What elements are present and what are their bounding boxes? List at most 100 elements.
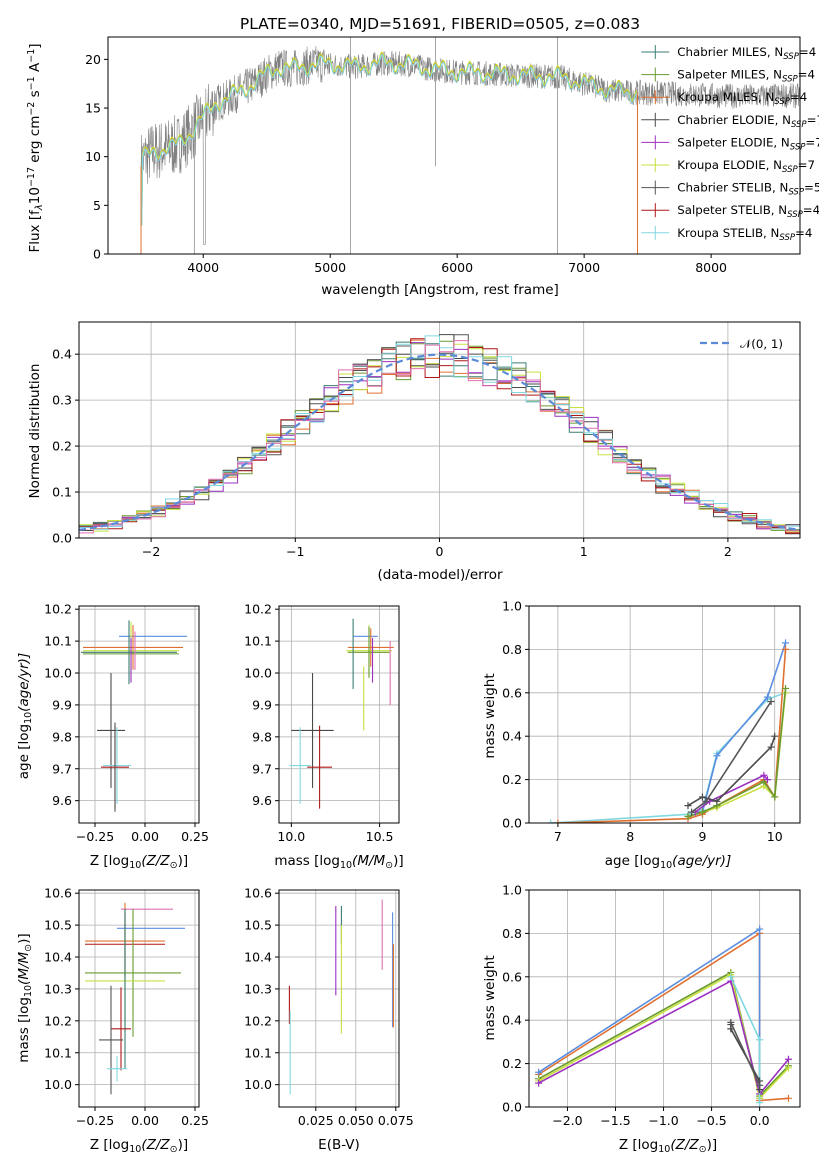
residuals-panel: (data-model)/error Normed distribution −…	[27, 321, 801, 583]
label-part: ⊙	[385, 860, 393, 871]
mass-weight-series	[730, 1022, 761, 1086]
x-tick-label: 5000	[314, 260, 346, 275]
series-marker	[756, 925, 764, 933]
legend-name: Salpeter STELIB, N	[677, 203, 787, 217]
label-part: 10	[129, 860, 141, 871]
label-part: (M/M	[352, 853, 385, 869]
spectrum-ylabel-part: ]	[27, 43, 43, 48]
series-marker	[782, 684, 790, 692]
series-marker	[535, 1079, 543, 1087]
model-spectrum	[141, 53, 638, 226]
y-tick-label: 0.4	[502, 729, 522, 744]
spectrum-ylabel: Flux [fλ10−17 erg cm−2 s−1 A−1]	[26, 43, 45, 252]
axes-frame	[528, 605, 801, 824]
x-tick-label: −1.0	[648, 1113, 678, 1128]
mass-vs-metallicity-panel: Z [log10(Z/Z⊙)] mass [log10(M/M⊙)] −0.25…	[16, 886, 209, 1155]
y-tick-label: 1.0	[502, 883, 522, 898]
y-tick-label: 0.8	[502, 926, 522, 941]
y-tick-label: 0.1	[52, 485, 72, 500]
spectrum-ylabel-part: 10	[27, 187, 43, 204]
y-tick-label: 5	[93, 198, 101, 213]
mass-vs-ebv-panel: E(B-V) 0.025 0.050 0.075 10.0 10.1 10.2 10.3 10…	[244, 886, 414, 1153]
residuals-ylabel: Normed distribution	[27, 364, 43, 499]
y-tick-label: 0.3	[52, 393, 72, 408]
series-marker	[688, 808, 696, 816]
model-spectrum	[141, 51, 638, 226]
legend-name: Chabrier STELIB, N	[677, 181, 788, 195]
series-marker	[784, 1055, 792, 1063]
label-part: (age/yr)]	[16, 653, 32, 712]
residual-histogram	[79, 340, 800, 534]
legend-tail: =5	[804, 181, 819, 195]
plot-area	[140, 37, 800, 254]
label-part: mass [log	[16, 997, 32, 1063]
series-marker	[760, 778, 768, 786]
y-tick-label: 10.2	[44, 602, 72, 617]
series-marker	[782, 645, 790, 653]
label-part: age [log	[16, 724, 32, 779]
mass-ebv-xlabel: E(B-V)	[318, 1137, 360, 1153]
label-part: )]	[178, 1137, 189, 1153]
plot-area	[279, 606, 399, 823]
y-tick-label: 0.8	[502, 642, 522, 657]
label-part: Z [log	[90, 853, 129, 869]
y-tick-label: 0	[93, 247, 101, 262]
series-marker	[713, 752, 721, 760]
legend-sub: SSP	[791, 120, 807, 130]
series-marker	[756, 1036, 764, 1044]
label-part: (age/yr)]	[672, 853, 731, 869]
y-tick-label: 1.0	[502, 599, 522, 614]
x-tick-label: 4000	[187, 260, 219, 275]
label-part: 10	[658, 1144, 670, 1155]
mass-weight-vs-age-panel: age [log10(age/yr)] mass weight 7 8 9 100.0…	[482, 599, 801, 871]
legend-entry: Kroupa ELODIE, NSSP=7	[677, 158, 815, 175]
y-tick-label: 10.1	[244, 1045, 272, 1060]
mass-weight-series	[691, 701, 772, 813]
y-tick-label: 10	[85, 149, 101, 164]
y-tick-label: 0.4	[52, 347, 72, 362]
legend-name: Kroupa ELODIE, N	[677, 158, 782, 172]
y-tick-label: 10.1	[244, 634, 272, 649]
mass-weight-series	[687, 688, 787, 818]
axes-frame	[78, 321, 801, 539]
label-part: 10	[23, 712, 34, 724]
y-tick-label: 9.7	[52, 761, 72, 776]
y-tick-label: 10.0	[244, 666, 272, 681]
y-tick-label: 10.1	[44, 1045, 72, 1060]
series-marker	[767, 743, 775, 751]
legend-entry: 𝒩(0, 1)	[740, 337, 783, 351]
x-tick-label: 8000	[695, 260, 727, 275]
mass-weight-series	[538, 979, 790, 1096]
y-tick-label: 0.4	[502, 1013, 522, 1028]
x-tick-label: −1.5	[600, 1113, 630, 1128]
x-tick-label: 7	[554, 829, 562, 844]
legend-name: Kroupa STELIB, N	[677, 226, 779, 240]
mw-age-xlabel: age [log10(age/yr)]	[605, 853, 731, 871]
y-tick-label: 0.0	[52, 531, 72, 546]
x-tick-label: 8	[626, 829, 634, 844]
series-marker	[698, 793, 706, 801]
normal-curve	[79, 353, 800, 531]
y-tick-label: 0.6	[502, 969, 522, 984]
x-tick-label: −0.5	[696, 1113, 726, 1128]
mass-z-xlabel: Z [log10(Z/Z⊙)]	[90, 1137, 188, 1155]
y-tick-label: 9.6	[252, 793, 272, 808]
x-tick-label: 9	[698, 829, 706, 844]
legend-tail: =4	[798, 68, 815, 82]
spectrum-ylabel-part: −2	[26, 102, 37, 116]
y-tick-label: 9.8	[252, 729, 272, 744]
legend-tail: =4	[795, 226, 812, 240]
x-tick-label: 10.5	[366, 829, 394, 844]
mass-weight-series	[550, 692, 786, 823]
series-marker	[767, 697, 775, 705]
legend-sub: SSP	[788, 188, 804, 198]
label-part: (Z/Z	[141, 853, 170, 869]
series-marker	[763, 693, 771, 701]
x-tick-label: 10.0	[277, 829, 305, 844]
label-part: )]	[178, 853, 189, 869]
label-part: (M/M	[16, 951, 32, 984]
observed-spectrum	[140, 46, 800, 245]
age-vs-metallicity-panel: Z [log10(Z/Z⊙)] age [log10(age/yr)] −0.2…	[16, 602, 209, 871]
residuals-xlabel: (data-model)/error	[377, 567, 503, 583]
y-tick-label: 9.9	[252, 697, 272, 712]
